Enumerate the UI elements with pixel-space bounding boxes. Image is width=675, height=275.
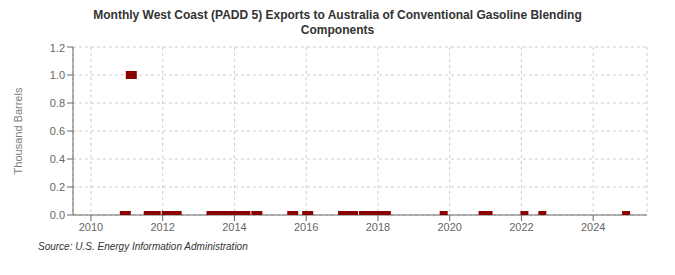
svg-text:0.0: 0.0	[50, 209, 65, 221]
svg-text:0.4: 0.4	[50, 153, 65, 165]
svg-text:2024: 2024	[581, 221, 605, 233]
svg-text:2022: 2022	[509, 221, 533, 233]
html-text:Components: Components	[300, 23, 375, 37]
svg-text:2010: 2010	[79, 221, 103, 233]
svg-text:2012: 2012	[150, 221, 174, 233]
svg-text:0.6: 0.6	[50, 125, 65, 137]
svg-text:2018: 2018	[366, 221, 390, 233]
html-text:Source: U.S. Energy Informatio: Source: U.S. Energy Information Administ…	[38, 241, 248, 252]
svg-text:Thousand Barrels: Thousand Barrels	[12, 87, 24, 174]
svg-text:2020: 2020	[437, 221, 461, 233]
svg-text:1.0: 1.0	[50, 69, 65, 81]
svg-text:2014: 2014	[222, 221, 246, 233]
html-text:Monthly West Coast (PADD 5) Ex: Monthly West Coast (PADD 5) Exports to A…	[93, 8, 582, 22]
svg-text:2016: 2016	[294, 221, 318, 233]
svg-text:0.2: 0.2	[50, 181, 65, 193]
svg-text:1.2: 1.2	[50, 42, 65, 54]
svg-text:0.8: 0.8	[50, 97, 65, 109]
